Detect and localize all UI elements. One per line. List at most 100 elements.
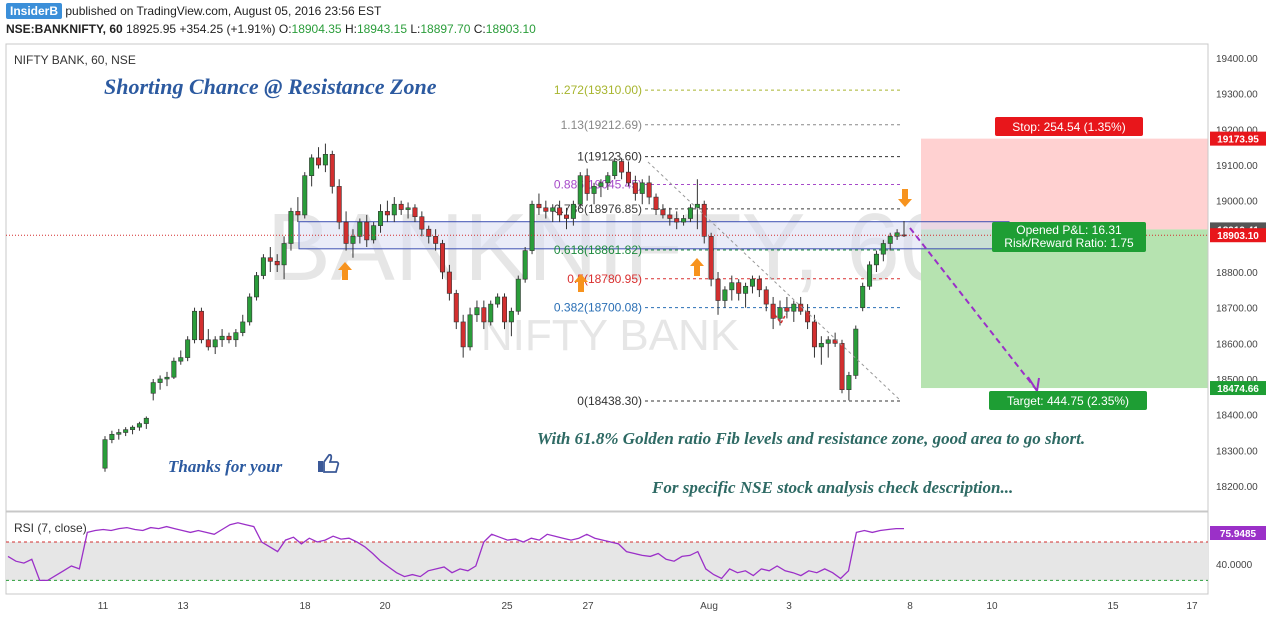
- risk-zone[interactable]: [921, 138, 1208, 230]
- candle[interactable]: [433, 229, 439, 251]
- candle[interactable]: [336, 179, 342, 230]
- candle[interactable]: [715, 272, 721, 315]
- candle[interactable]: [157, 375, 163, 390]
- candle[interactable]: [302, 172, 308, 219]
- candle[interactable]: [577, 172, 583, 208]
- candle[interactable]: [653, 193, 659, 215]
- candle[interactable]: [343, 211, 349, 251]
- candle[interactable]: [619, 157, 625, 180]
- candle[interactable]: [171, 357, 177, 379]
- candle[interactable]: [522, 247, 528, 283]
- candle[interactable]: [329, 150, 335, 194]
- candle[interactable]: [316, 147, 322, 169]
- candle[interactable]: [646, 175, 652, 205]
- candle[interactable]: [309, 154, 315, 187]
- candle[interactable]: [598, 179, 604, 198]
- candle[interactable]: [460, 314, 466, 358]
- candle[interactable]: [419, 211, 425, 237]
- candle[interactable]: [205, 329, 211, 351]
- candle[interactable]: [260, 254, 266, 280]
- candle[interactable]: [543, 200, 549, 219]
- candle[interactable]: [736, 279, 742, 301]
- candle[interactable]: [557, 200, 563, 223]
- headline-annotation[interactable]: Shorting Chance @ Resistance Zone: [104, 74, 437, 99]
- author-badge[interactable]: InsiderB: [6, 3, 63, 19]
- target-label-box[interactable]: Target: 444.75 (2.35%): [989, 391, 1147, 410]
- candle[interactable]: [770, 296, 776, 330]
- candle[interactable]: [288, 207, 294, 251]
- candle[interactable]: [274, 254, 280, 272]
- candle[interactable]: [322, 143, 328, 173]
- candle[interactable]: [791, 300, 797, 322]
- candle[interactable]: [722, 286, 728, 308]
- reward-zone[interactable]: [921, 229, 1208, 389]
- candle[interactable]: [756, 275, 762, 297]
- candle[interactable]: [729, 275, 735, 301]
- candle[interactable]: [192, 307, 198, 344]
- candle[interactable]: [701, 200, 707, 244]
- candle[interactable]: [515, 275, 521, 315]
- fib-retracement[interactable]: 1.272(19310.00) 1.13(19212.69) 1(19123.60)…: [554, 83, 900, 408]
- candle[interactable]: [784, 296, 790, 319]
- candle[interactable]: [694, 179, 700, 230]
- candle[interactable]: [625, 161, 631, 187]
- candle[interactable]: [198, 307, 204, 344]
- candle[interactable]: [102, 436, 108, 472]
- candle[interactable]: [894, 229, 900, 240]
- candle[interactable]: [880, 239, 886, 262]
- candle[interactable]: [185, 336, 191, 362]
- candle[interactable]: [887, 232, 893, 251]
- candle[interactable]: [550, 204, 556, 223]
- candle[interactable]: [763, 286, 769, 312]
- price-axis[interactable]: 19400.00 19300.00 19200.00 19100.00 19000.00…: [1207, 44, 1270, 594]
- candle[interactable]: [853, 325, 859, 380]
- candle[interactable]: [584, 168, 590, 201]
- candle[interactable]: [529, 200, 535, 255]
- candle[interactable]: [467, 307, 473, 351]
- candle[interactable]: [508, 307, 514, 337]
- candle[interactable]: [501, 293, 507, 330]
- candle[interactable]: [570, 200, 576, 226]
- candle[interactable]: [632, 175, 638, 201]
- candle[interactable]: [130, 425, 136, 435]
- golden-ratio-annotation[interactable]: With 61.8% Golden ratio Fib levels and r…: [537, 429, 1085, 448]
- candle[interactable]: [743, 282, 749, 308]
- candle[interactable]: [536, 193, 542, 215]
- candle[interactable]: [240, 314, 246, 337]
- stock-analysis-annotation[interactable]: For specific NSE stock analysis check de…: [651, 478, 1013, 497]
- fib-trendline[interactable]: [647, 161, 901, 401]
- candle[interactable]: [860, 282, 866, 312]
- candle[interactable]: [233, 329, 239, 347]
- candle[interactable]: [143, 416, 149, 429]
- candle[interactable]: [357, 218, 363, 244]
- candle[interactable]: [109, 430, 115, 444]
- candle[interactable]: [749, 275, 755, 294]
- candle[interactable]: [873, 250, 879, 272]
- candlestick-series[interactable]: [102, 143, 907, 472]
- candle[interactable]: [164, 371, 170, 387]
- thanks-annotation[interactable]: Thanks for your: [168, 457, 283, 476]
- candle[interactable]: [212, 336, 218, 355]
- candle[interactable]: [681, 214, 687, 226]
- candle[interactable]: [453, 289, 459, 330]
- candle[interactable]: [412, 204, 418, 223]
- time-axis[interactable]: 11 13 18 20 25 27 Aug 3 8 10 15 17: [98, 601, 1198, 612]
- candle[interactable]: [226, 332, 232, 344]
- candle[interactable]: [219, 329, 225, 347]
- candle[interactable]: [667, 207, 673, 226]
- rsi-line[interactable]: [7, 522, 904, 582]
- candle[interactable]: [150, 379, 156, 401]
- candle[interactable]: [825, 336, 831, 358]
- candle[interactable]: [488, 300, 494, 326]
- candle[interactable]: [281, 236, 287, 280]
- candle[interactable]: [639, 179, 645, 205]
- candle[interactable]: [446, 264, 452, 301]
- candle[interactable]: [805, 304, 811, 330]
- candle[interactable]: [867, 261, 873, 290]
- candle[interactable]: [777, 300, 783, 326]
- candle[interactable]: [398, 200, 404, 215]
- candle[interactable]: [405, 202, 411, 219]
- candle[interactable]: [247, 293, 253, 326]
- candle[interactable]: [426, 225, 432, 244]
- candle[interactable]: [116, 428, 122, 440]
